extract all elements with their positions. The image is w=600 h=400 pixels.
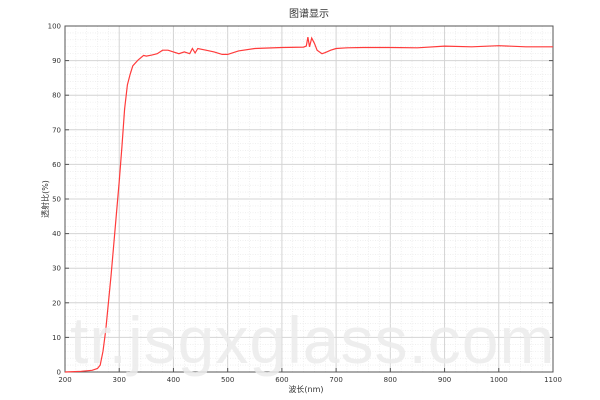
chart-title: 图谱显示: [289, 7, 329, 20]
y-tick-label: 0: [57, 369, 61, 377]
y-tick-label: 40: [52, 230, 61, 238]
x-tick-label: 400: [167, 376, 180, 384]
y-tick-label: 10: [52, 334, 61, 342]
y-tick-label: 70: [52, 126, 61, 134]
x-tick-label: 200: [58, 376, 71, 384]
x-tick-label: 500: [221, 376, 234, 384]
watermark: tr.jsgxglass.com: [70, 303, 556, 377]
x-tick-label: 900: [438, 376, 451, 384]
transmittance-line: [64, 36, 553, 373]
x-tick-label: 700: [329, 376, 342, 384]
plot-frame: [64, 25, 554, 373]
y-tick-label: 30: [52, 265, 61, 273]
y-tick-label: 100: [48, 23, 61, 31]
y-tick-label: 50: [52, 196, 61, 204]
x-tick-label: 600: [275, 376, 288, 384]
y-tick-label: 90: [52, 57, 61, 65]
y-tick-label: 60: [52, 161, 61, 169]
y-tick-label: 20: [52, 299, 61, 307]
x-tick-label: 1000: [490, 376, 508, 384]
x-tick-label: 300: [113, 376, 126, 384]
y-axis-label: 透射比(%): [40, 180, 50, 218]
x-axis-label: 波长(nm): [288, 384, 323, 394]
x-tick-label: 800: [384, 376, 397, 384]
y-tick-label: 80: [52, 92, 61, 100]
x-tick-label: 1100: [544, 376, 562, 384]
